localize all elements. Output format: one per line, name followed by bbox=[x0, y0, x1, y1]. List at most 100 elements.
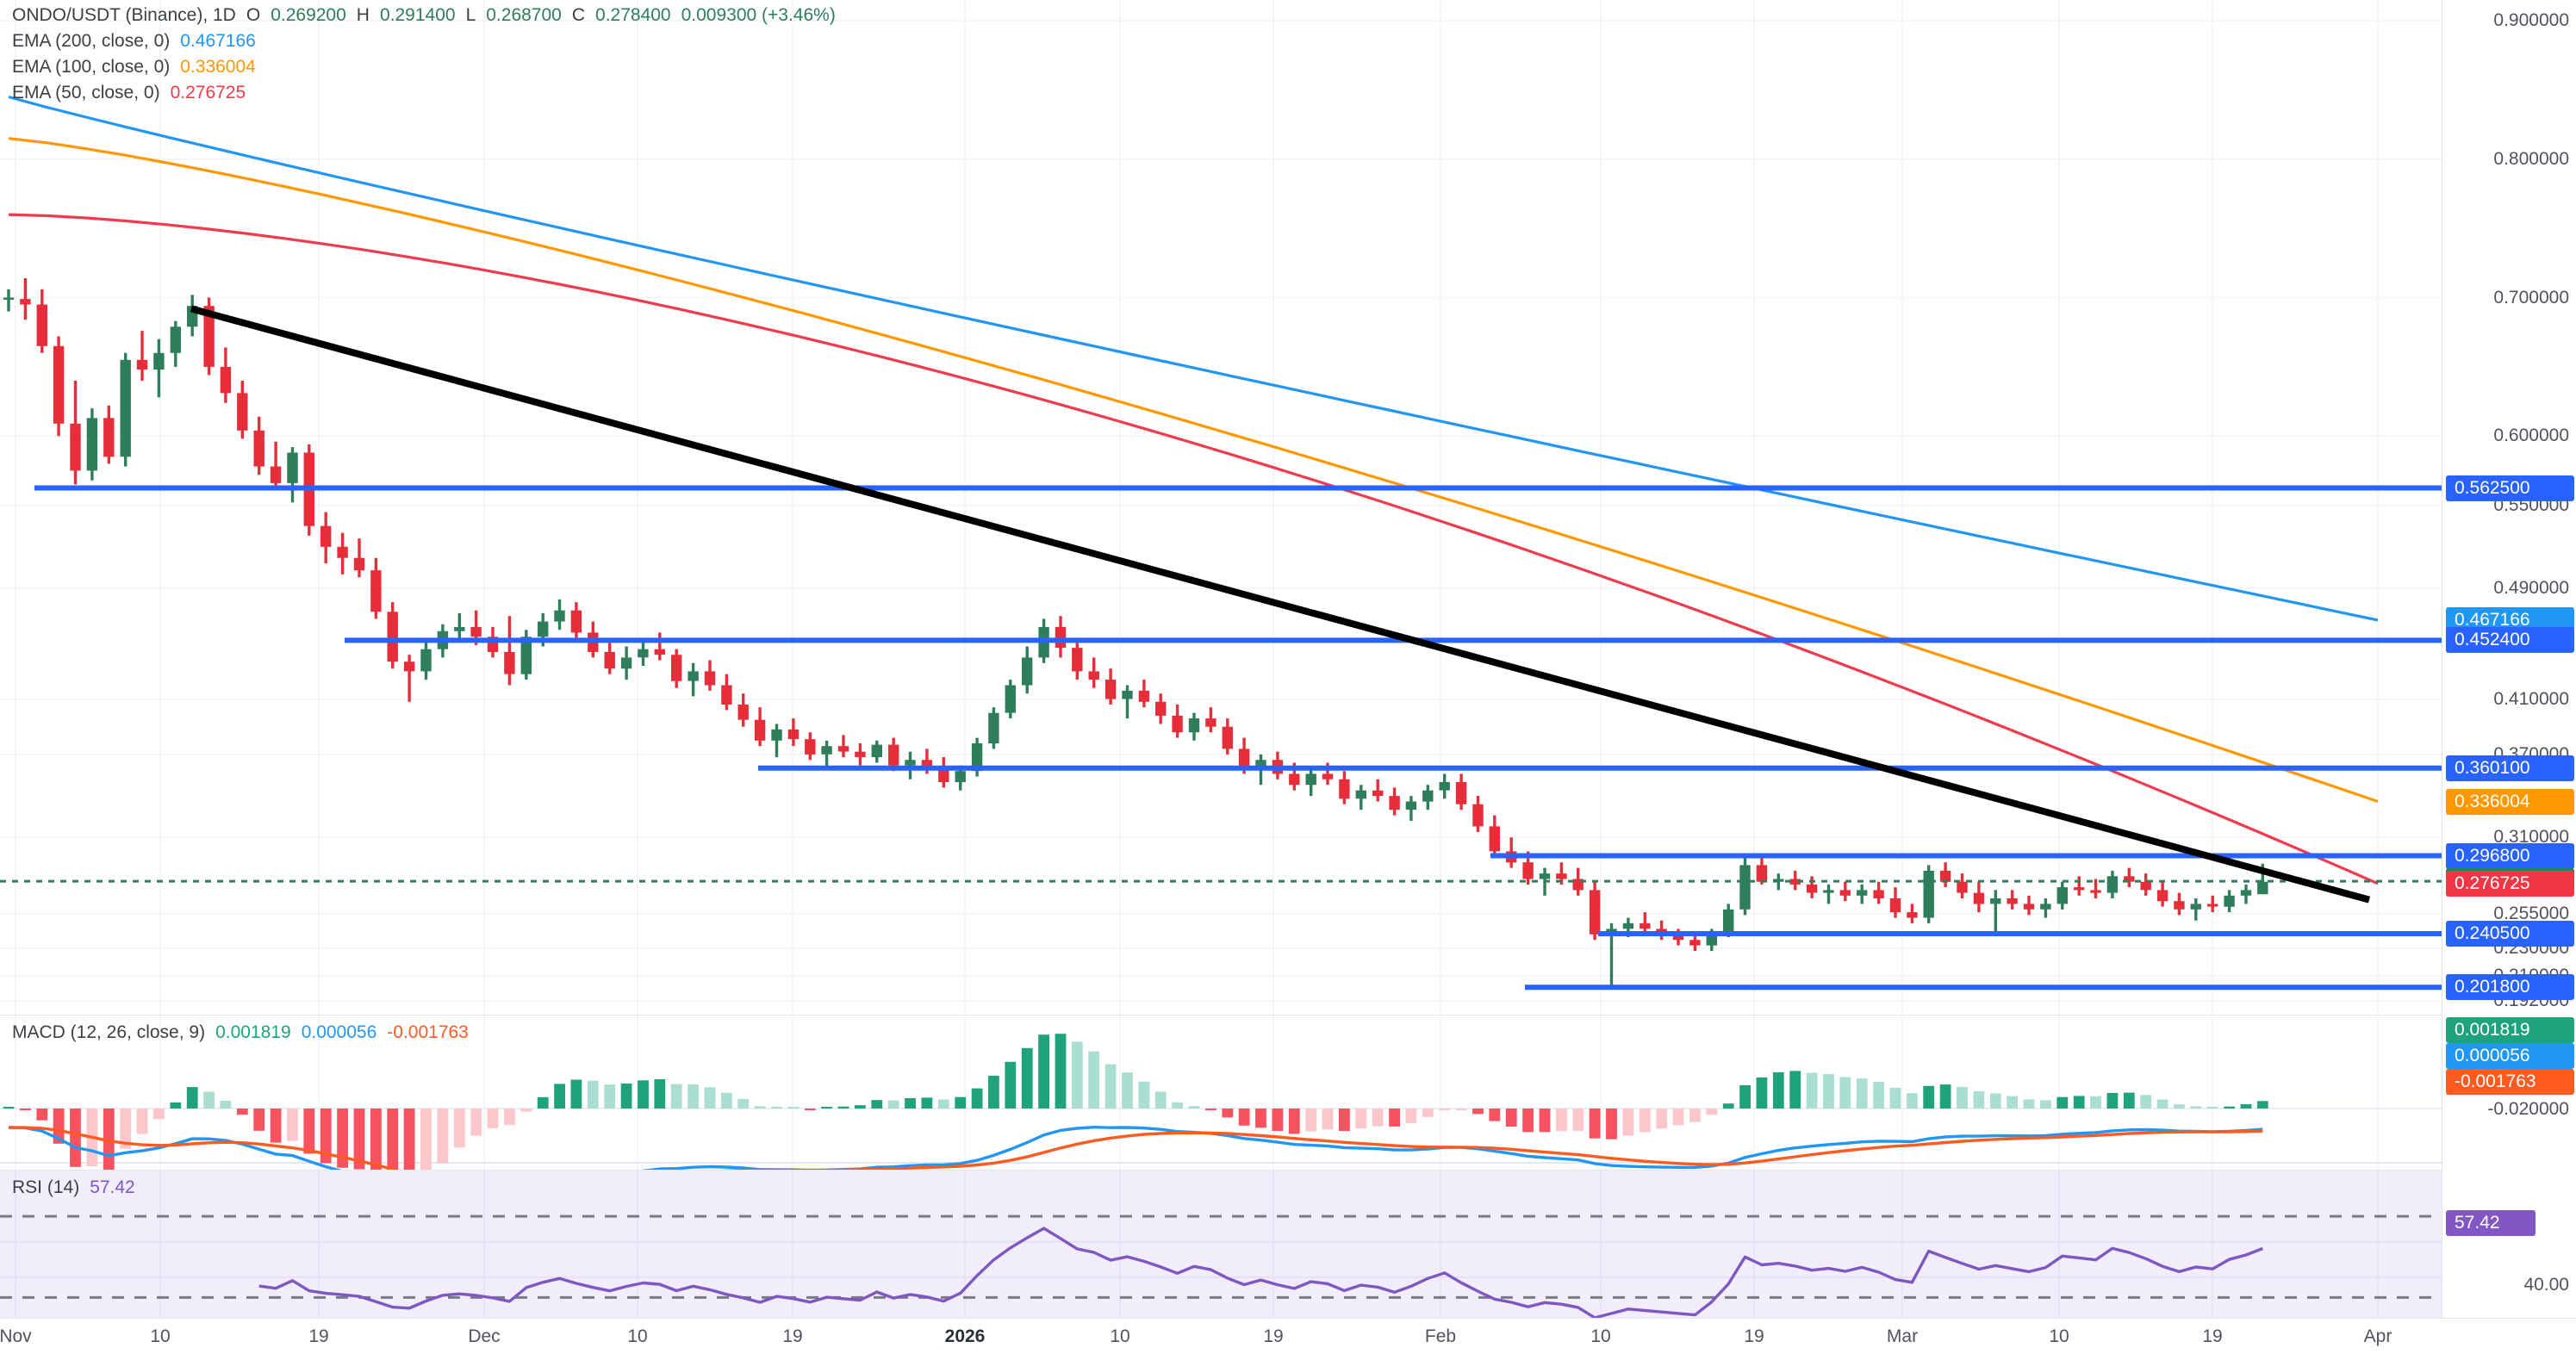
macd-hist-bar bbox=[1104, 1064, 1117, 1109]
macd-hist-bar bbox=[403, 1109, 415, 1170]
macd-value: 0.001819 bbox=[215, 1022, 291, 1042]
candle-body bbox=[203, 306, 215, 367]
price-axis-pill[interactable]: 0.336004 bbox=[2446, 788, 2574, 815]
rsi-legend[interactable]: RSI (14) 57.42 bbox=[12, 1175, 135, 1201]
price-axis-pill[interactable]: 0.452400 bbox=[2446, 627, 2574, 654]
candle-body bbox=[1022, 657, 1033, 686]
macd-hist-bar bbox=[1422, 1109, 1434, 1117]
macd-hist-bar bbox=[287, 1109, 298, 1141]
price-pane[interactable] bbox=[0, 0, 2442, 1015]
price-axis-pill[interactable]: 0.296800 bbox=[2446, 842, 2574, 869]
candle-body bbox=[721, 685, 732, 705]
candle-body bbox=[120, 359, 131, 457]
macd-axis-tick: -0.020000 bbox=[2487, 1099, 2569, 1119]
candle-body bbox=[2023, 904, 2035, 910]
macd-hist-bar bbox=[1172, 1102, 1183, 1109]
time-axis-label: Feb bbox=[1424, 1326, 1457, 1346]
macd-hist-bar bbox=[1589, 1109, 1601, 1139]
macd-hist-bar bbox=[136, 1109, 148, 1134]
time-axis[interactable]: Nov 10 19 Dec 10 19 2026 10 19 Feb 10 19 Mar 10 19 Apr bbox=[0, 1318, 2576, 1354]
symbol-legend[interactable]: ONDO/USDT (Binance), 1D O 0.269200 H 0.29140… bbox=[12, 3, 836, 28]
rsi-pane[interactable] bbox=[0, 1170, 2442, 1318]
ema200-legend[interactable]: EMA (200, close, 0) 0.467166 bbox=[12, 28, 256, 54]
macd-hist-bar bbox=[787, 1107, 800, 1109]
high-value: H 0.291400 bbox=[356, 5, 456, 25]
macd-hist-bar bbox=[1973, 1091, 1985, 1109]
candle-body bbox=[1355, 790, 1366, 799]
candle-body bbox=[1138, 690, 1150, 702]
ema100-legend[interactable]: EMA (100, close, 0) 0.336004 bbox=[12, 54, 256, 80]
macd-hist-bar bbox=[1055, 1034, 1067, 1109]
candle-body bbox=[520, 637, 532, 674]
macd-hist-bar bbox=[1272, 1109, 1284, 1131]
candle-body bbox=[470, 627, 482, 637]
price-axis-pill[interactable]: 0.240500 bbox=[2446, 921, 2574, 947]
time-axis-label: 19 bbox=[2202, 1326, 2223, 1346]
macd-hist-bar bbox=[2106, 1092, 2119, 1109]
macd-hist-bar bbox=[620, 1084, 632, 1109]
macd-legend[interactable]: MACD (12, 26, close, 9) 0.001819 0.000056-… bbox=[12, 1020, 469, 1046]
macd-hist-bar bbox=[270, 1109, 282, 1143]
macd-hist-bar bbox=[837, 1106, 849, 1109]
macd-hist-bar bbox=[721, 1092, 732, 1109]
price-axis-pill[interactable]: 0.360100 bbox=[2446, 755, 2574, 781]
candle-body bbox=[1823, 890, 1834, 893]
rsi-chart-svg bbox=[0, 1171, 2442, 1318]
macd-axis-pill[interactable]: -0.001763 bbox=[2446, 1069, 2574, 1095]
ema50-legend[interactable]: EMA (50, close, 0) 0.276725 bbox=[12, 80, 246, 106]
candle-body bbox=[1389, 796, 1400, 811]
candle-body bbox=[270, 466, 282, 483]
candle-body bbox=[1789, 879, 1801, 885]
candle-body bbox=[921, 760, 933, 768]
macd-hist-bar bbox=[2090, 1096, 2101, 1109]
time-axis-label: 10 bbox=[1110, 1326, 1130, 1346]
candle-body bbox=[1222, 726, 1233, 749]
price-axis-pill[interactable]: 0.276725 bbox=[2446, 870, 2574, 897]
candle-body bbox=[387, 612, 398, 662]
ema200-line bbox=[8, 95, 2379, 622]
price-axis[interactable]: 0.900000 0.800000 0.700000 0.600000 0.550000… bbox=[2442, 0, 2576, 1318]
macd-hist-bar bbox=[1856, 1078, 1868, 1109]
price-chart-svg bbox=[0, 0, 2442, 1015]
macd-hist-bar bbox=[704, 1087, 716, 1109]
candle-body bbox=[1806, 884, 1818, 893]
macd-hist-bar bbox=[1005, 1061, 1017, 1109]
candle-body bbox=[253, 430, 264, 467]
candle-body bbox=[3, 297, 15, 300]
macd-axis-pill[interactable]: 0.000056 bbox=[2446, 1043, 2574, 1069]
macd-hist-bar bbox=[504, 1109, 515, 1126]
candle-body bbox=[1439, 782, 1450, 791]
rsi-axis-pill[interactable]: 57.42 bbox=[2446, 1210, 2536, 1236]
candle-body bbox=[620, 657, 632, 669]
candle-body bbox=[2074, 887, 2085, 891]
macd-hist-bar bbox=[520, 1109, 532, 1112]
time-axis-label: Nov bbox=[0, 1326, 32, 1346]
macd-hist-bar bbox=[2140, 1095, 2152, 1109]
low-value: L 0.268700 bbox=[465, 5, 562, 25]
candle-body bbox=[787, 729, 800, 740]
candle-body bbox=[2207, 904, 2218, 907]
macd-hist-bar bbox=[871, 1100, 883, 1109]
macd-hist-bar bbox=[1639, 1109, 1651, 1133]
macd-hist-bar bbox=[1873, 1082, 1884, 1109]
candle-body bbox=[1756, 865, 1768, 882]
candle-body bbox=[2156, 890, 2168, 902]
macd-hist-bar bbox=[1839, 1077, 1851, 1109]
macd-hist-bar bbox=[1489, 1109, 1501, 1121]
macd-hist-bar bbox=[654, 1079, 666, 1109]
price-axis-pill[interactable]: 0.562500 bbox=[2446, 475, 2574, 501]
macd-hist-bar bbox=[53, 1109, 65, 1144]
macd-hist-bar bbox=[587, 1080, 599, 1109]
macd-hist-bar bbox=[120, 1109, 132, 1149]
candle-body bbox=[821, 746, 832, 755]
macd-hist-bar bbox=[2123, 1092, 2135, 1109]
macd-hist-bar bbox=[1288, 1109, 1300, 1134]
price-axis-pill[interactable]: 0.201800 bbox=[2446, 974, 2574, 1001]
ema100-line bbox=[8, 137, 2379, 804]
macd-pane[interactable] bbox=[0, 1015, 2442, 1170]
macd-hist-bar bbox=[554, 1084, 565, 1109]
candle-body bbox=[86, 418, 98, 471]
time-axis-label: 10 bbox=[2049, 1326, 2069, 1346]
ema100-label: EMA (100, close, 0) bbox=[12, 57, 171, 77]
macd-axis-pill[interactable]: 0.001819 bbox=[2446, 1017, 2574, 1043]
